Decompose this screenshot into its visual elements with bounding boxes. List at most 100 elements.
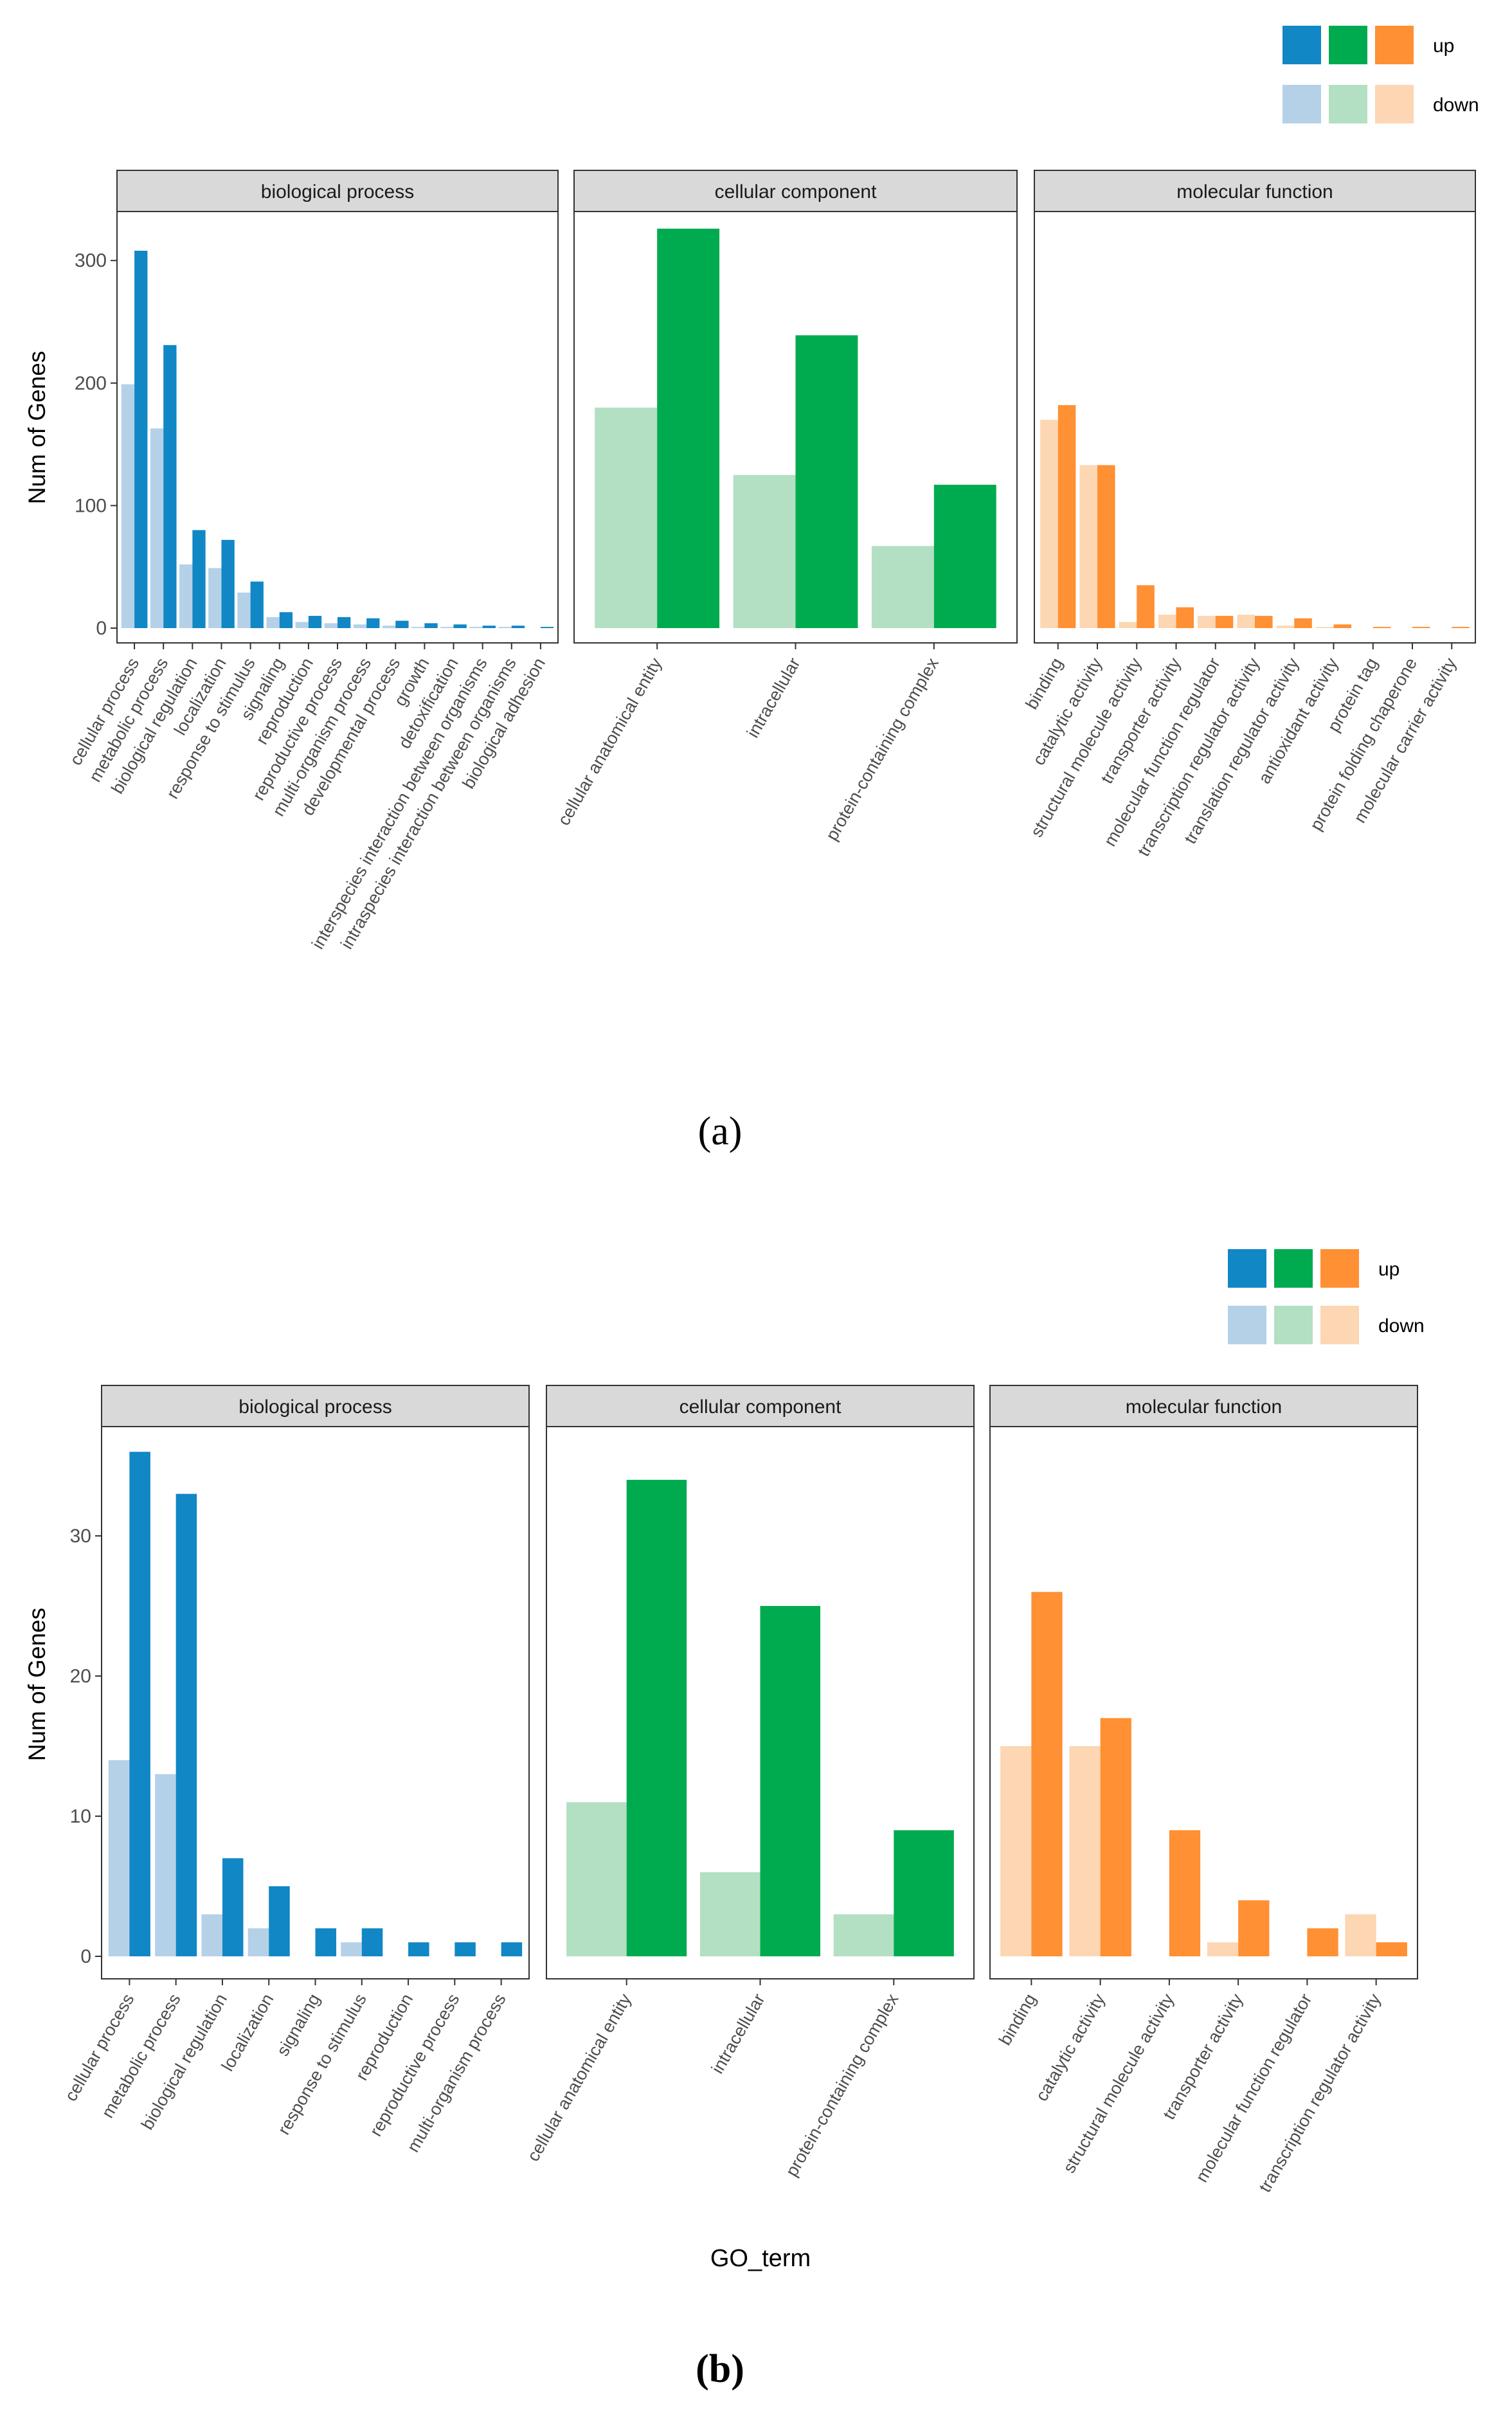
bar-down-transcription-regulator-activity [1345, 1914, 1376, 1956]
bar-up-cellular-process [129, 1452, 150, 1956]
bar-down-transporter-activity [1158, 615, 1176, 628]
legend-label-down: down [1378, 1315, 1425, 1337]
bar-down-protein-containing-complex [871, 546, 934, 628]
legend-swatch-down-molecular-function [1320, 1306, 1359, 1344]
legend-label-up: up [1433, 35, 1454, 57]
x-tick-label-signaling: signaling [273, 1990, 323, 2059]
bar-up-reproductive-process [455, 1942, 476, 1956]
bar-down-intracellular [733, 474, 796, 628]
y-tick-label: 10 [70, 1806, 91, 1827]
bar-down-cellular-process [121, 384, 135, 628]
bar-down-catalytic-activity [1079, 465, 1097, 628]
bar-up-metabolic-process [176, 1493, 197, 1956]
facet-strip-label: molecular function [1176, 181, 1333, 203]
facet-strip-label: molecular function [1126, 1396, 1282, 1418]
bar-down-transcription-regulator-activity [1237, 615, 1255, 628]
bar-up-antioxidant-activity [1333, 624, 1352, 628]
bar-up-signaling [315, 1928, 337, 1956]
bar-up-response-to-stimulus [250, 581, 264, 628]
bar-up-multi-organism-process [501, 1942, 523, 1956]
bar-up-binding [1058, 405, 1076, 628]
y-tick-label: 20 [70, 1666, 91, 1687]
bar-down-metabolic-process [155, 1774, 176, 1956]
bar-down-intracellular [699, 1872, 760, 1956]
x-tick-label-transcription-regulator-activity: transcription regulator activity [1255, 1990, 1385, 2196]
bar-down-response-to-stimulus [341, 1942, 362, 1956]
bar-down-antioxidant-activity [1315, 627, 1334, 628]
x-tick-label-catalytic-activity: catalytic activity [1032, 1990, 1109, 2105]
facet-strip-label: biological process [261, 181, 414, 203]
bar-up-structural-molecule-activity [1137, 585, 1155, 628]
x-tick-label-protein-containing-complex: protein-containing complex [782, 1990, 903, 2180]
bar-up-molecular-carrier-activity [1452, 627, 1470, 628]
x-tick-label-molecular-function-regulator: molecular function regulator [1192, 1990, 1316, 2186]
facet-strip [116, 170, 559, 212]
y-tick-label: 0 [96, 618, 107, 639]
x-tick-label-cellular-anatomical-entity: cellular anatomical entity [523, 1990, 635, 2165]
x-tick-label-protein-containing-complex: protein-containing complex [822, 654, 943, 844]
y-tick-label: 100 [75, 495, 107, 516]
legend-swatch-up-cellular-component [1329, 26, 1367, 64]
bar-down-cellular-anatomical-entity [566, 1802, 627, 1956]
bar-down-transporter-activity [1207, 1942, 1239, 1956]
y-tick-label: 300 [75, 250, 107, 271]
bar-down-intraspecies-interaction-between-organisms [498, 627, 512, 628]
bar-down-biological-regulation [201, 1914, 222, 1956]
bar-up-detoxification [453, 624, 467, 628]
facet-cellular-component: cellular component cellular anatomical en… [554, 170, 1018, 844]
panel-caption: (a) [698, 1110, 742, 1153]
bar-down-cellular-anatomical-entity [595, 407, 658, 628]
bar-down-response-to-stimulus [237, 592, 251, 628]
bar-up-interspecies-interaction-between-organisms [482, 626, 496, 628]
bar-down-localization [208, 568, 222, 628]
bar-up-protein-tag [1372, 627, 1391, 628]
bar-up-metabolic-process [163, 345, 177, 628]
bar-up-biological-regulation [222, 1858, 244, 1956]
bar-down-catalytic-activity [1069, 1746, 1101, 1956]
bar-down-molecular-function-regulator [1198, 615, 1216, 628]
bar-down-reproduction [295, 622, 309, 628]
x-tick-label-cellular-anatomical-entity: cellular anatomical entity [554, 654, 666, 829]
bar-up-transporter-activity [1238, 1900, 1270, 1956]
bar-up-biological-regulation [192, 530, 206, 628]
bar-up-catalytic-activity [1100, 1718, 1131, 1956]
facet-strip-label: cellular component [715, 181, 877, 203]
bar-up-molecular-function-regulator [1307, 1928, 1338, 1956]
legend-swatch-up-biological-process [1228, 1249, 1266, 1288]
bar-down-developmental-process [382, 626, 396, 628]
bar-down-reproductive-process [324, 623, 338, 628]
bar-up-cellular-anatomical-entity [657, 228, 720, 628]
x-tick-label-binding: binding [995, 1990, 1040, 2048]
bar-up-signaling [279, 612, 293, 628]
bar-up-response-to-stimulus [361, 1928, 383, 1956]
bar-up-growth [424, 623, 438, 628]
legend-label-up: up [1378, 1259, 1400, 1280]
legend-swatch-up-molecular-function [1375, 26, 1414, 64]
bar-up-intraspecies-interaction-between-organisms [511, 626, 525, 628]
legend-swatch-down-biological-process [1228, 1306, 1266, 1344]
bar-up-structural-molecule-activity [1169, 1830, 1201, 1956]
bar-up-protein-folding-chaperone [1412, 627, 1430, 628]
x-tick-label-intracellular: intracellular [708, 1990, 769, 2077]
bar-up-intracellular [760, 1606, 821, 1956]
bar-down-multi-organism-process [353, 624, 367, 628]
bar-down-biological-regulation [179, 564, 193, 628]
legend: up down [1228, 1249, 1425, 1344]
bar-up-multi-organism-process [366, 618, 380, 628]
bar-down-detoxification [440, 627, 454, 628]
bar-up-transcription-regulator-activity [1376, 1942, 1407, 1956]
y-tick-label: 0 [80, 1946, 91, 1967]
bar-up-transcription-regulator-activity [1255, 615, 1273, 628]
bar-up-developmental-process [395, 620, 409, 628]
bar-up-transporter-activity [1176, 607, 1194, 628]
bar-up-cellular-anatomical-entity [626, 1479, 687, 1956]
bar-down-structural-molecule-activity [1119, 622, 1137, 628]
bar-up-biological-adhesion [540, 627, 554, 628]
y-axis-title: Num of Genes [24, 1608, 50, 1762]
x-tick-label-binding: binding [1022, 654, 1066, 712]
